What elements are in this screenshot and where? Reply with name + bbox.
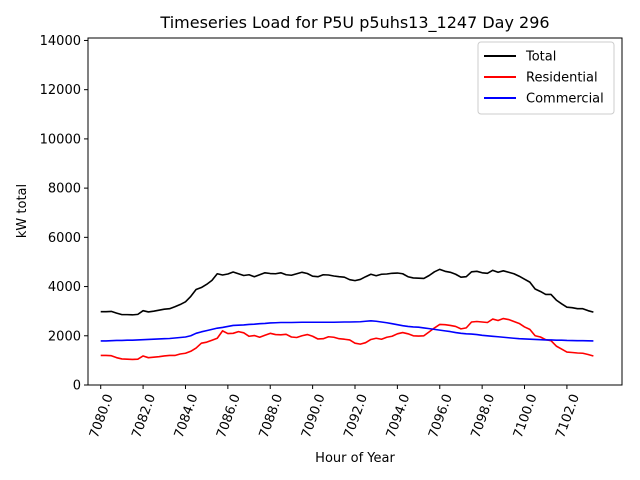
y-tick-label: 8000 <box>48 182 81 197</box>
legend-box <box>477 41 615 115</box>
y-tick-label: 12000 <box>40 83 81 98</box>
legend: Total Residential Commercial <box>477 41 615 115</box>
series-line-residential <box>100 317 594 361</box>
y-tick-label: 6000 <box>48 231 81 246</box>
series-line-commercial <box>100 319 594 342</box>
y-tick-label: 10000 <box>40 132 81 147</box>
plot-area <box>87 37 623 386</box>
series-line-total <box>100 268 594 316</box>
y-tick-label: 2000 <box>48 329 81 344</box>
y-axis-label: kW total <box>15 184 30 238</box>
x-axis-label: Hour of Year <box>315 451 395 466</box>
y-tick-label: 14000 <box>40 34 81 49</box>
y-tick-label: 0 <box>73 379 81 394</box>
legend-label-residential: Residential <box>526 71 598 86</box>
series-group <box>100 268 594 361</box>
chart-title: Timeseries Load for P5U p5uhs13_1247 Day… <box>159 13 549 33</box>
y-axis: 0 2000 4000 6000 8000 10000 12000 14000 <box>40 34 88 394</box>
legend-label-commercial: Commercial <box>526 92 604 107</box>
legend-label-total: Total <box>525 50 556 65</box>
y-tick-label: 4000 <box>48 280 81 295</box>
